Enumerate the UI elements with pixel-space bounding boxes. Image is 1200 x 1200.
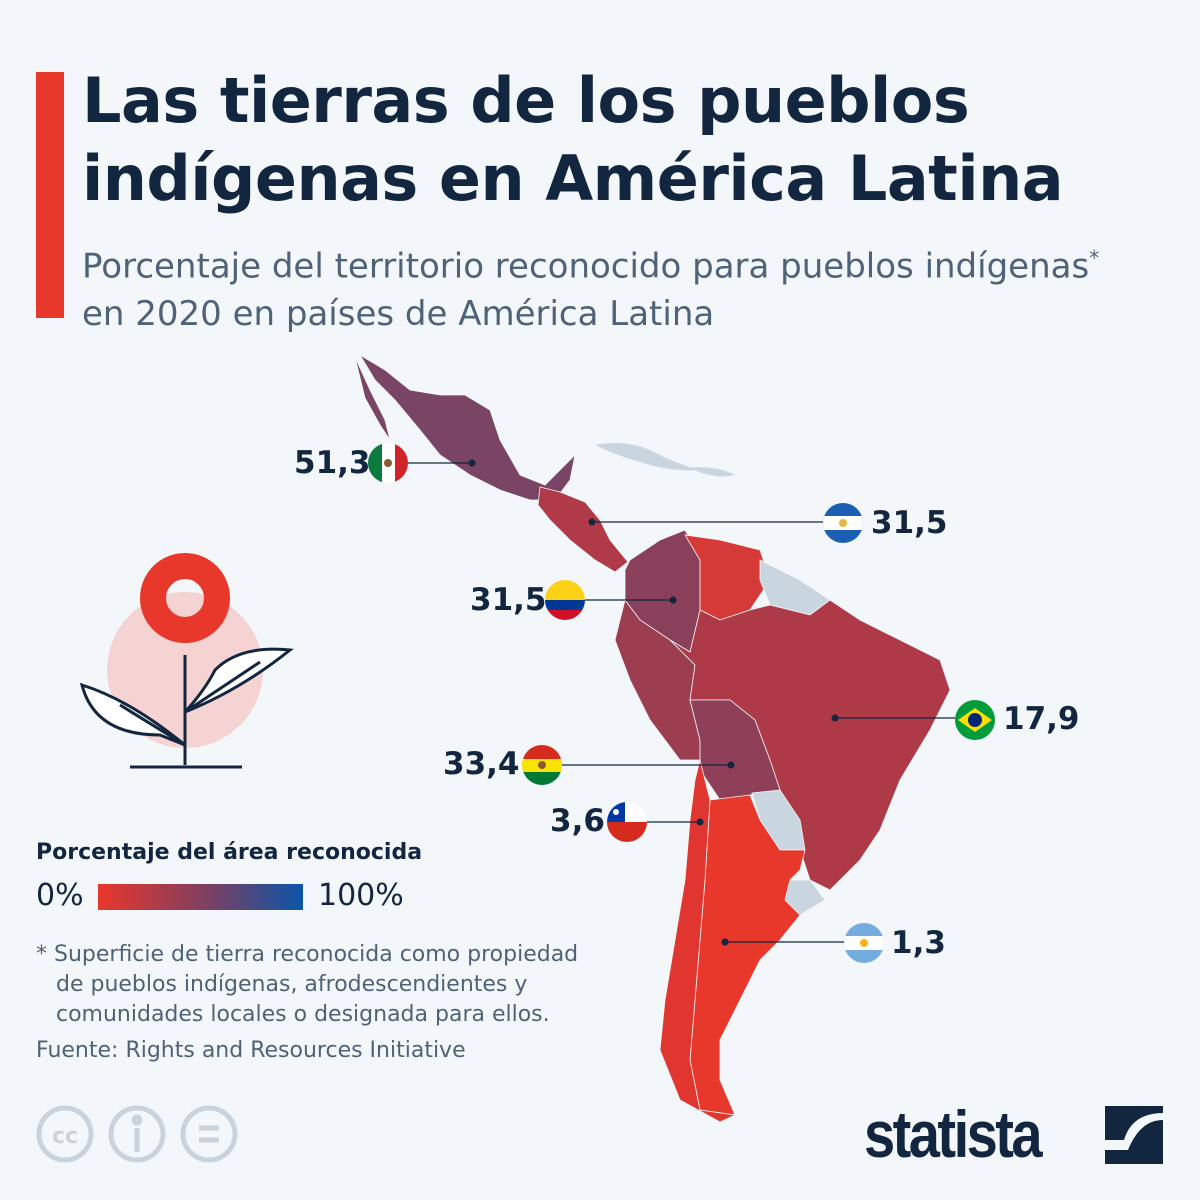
dot-brazil [831,714,839,722]
argentina-flag [844,923,884,963]
country-chile [659,759,737,1123]
dot-bolivia [727,761,735,769]
brazil-flag [955,700,995,740]
value-mexico: 51,3 [294,445,371,481]
value-colombia: 31,5 [470,582,547,618]
plant-icon [79,553,294,769]
dot-colombia [669,596,677,604]
value-chile: 3,6 [550,803,605,839]
caribbean-islands [595,442,735,477]
country-mexico [354,354,576,501]
leader-lines [408,462,955,943]
no-derivatives-icon[interactable] [180,1105,238,1163]
value-bolivia: 33,4 [443,746,520,782]
bolivia-flag [522,745,562,785]
dot-argentina [721,938,729,946]
dot-nicaragua [588,518,596,526]
marker-dots [468,459,839,946]
legend-min-label: 0% [36,878,84,913]
legend-title: Porcentaje del área reconocida [36,840,423,865]
footnote-line-1: * Superficie de tierra reconocida como p… [36,942,579,967]
value-brazil: 17,9 [1003,701,1080,737]
page-title: Las tierras de los pueblos indígenas en A… [82,62,1182,218]
title-line-1: Las tierras de los pueblos [82,64,970,137]
subtitle-line-2: en 2020 en países de América Latina [82,294,715,335]
license-icons: cc [36,1105,238,1163]
colombia-flag [545,580,585,620]
chile-flag [607,802,647,842]
svg-text:cc: cc [52,1124,78,1149]
value-nicaragua: 31,5 [871,505,948,541]
footnote: * Superficie de tierra reconocida como p… [36,940,636,1030]
country-central-america [537,486,629,573]
source: Fuente: Rights and Resources Initiative [36,1038,466,1063]
dot-mexico [468,459,476,467]
accent-bar [36,72,64,318]
nicaragua-flag [823,503,863,543]
mexico-flag [368,443,408,483]
value-argentina: 1,3 [891,925,946,961]
cc-icon[interactable]: cc [36,1105,94,1163]
attribution-icon[interactable] [108,1105,166,1163]
subtitle-asterisk: * [1089,246,1100,270]
subtitle-line-1: Porcentaje del territorio reconocido par… [82,246,1090,287]
legend-max-label: 100% [318,878,404,913]
legend-color-scale [98,884,303,910]
title-line-2: indígenas en América Latina [82,142,1064,215]
footnote-line-2: de pueblos indígenas, afrodescendientes … [56,972,528,997]
subtitle: Porcentaje del territorio reconocido par… [82,234,1182,338]
statista-logo-icon [1105,1106,1163,1164]
footnote-line-3: comunidades locales o designada para ell… [56,1002,550,1027]
statista-logo[interactable]: statista [864,1097,1043,1171]
dot-chile [696,818,704,826]
